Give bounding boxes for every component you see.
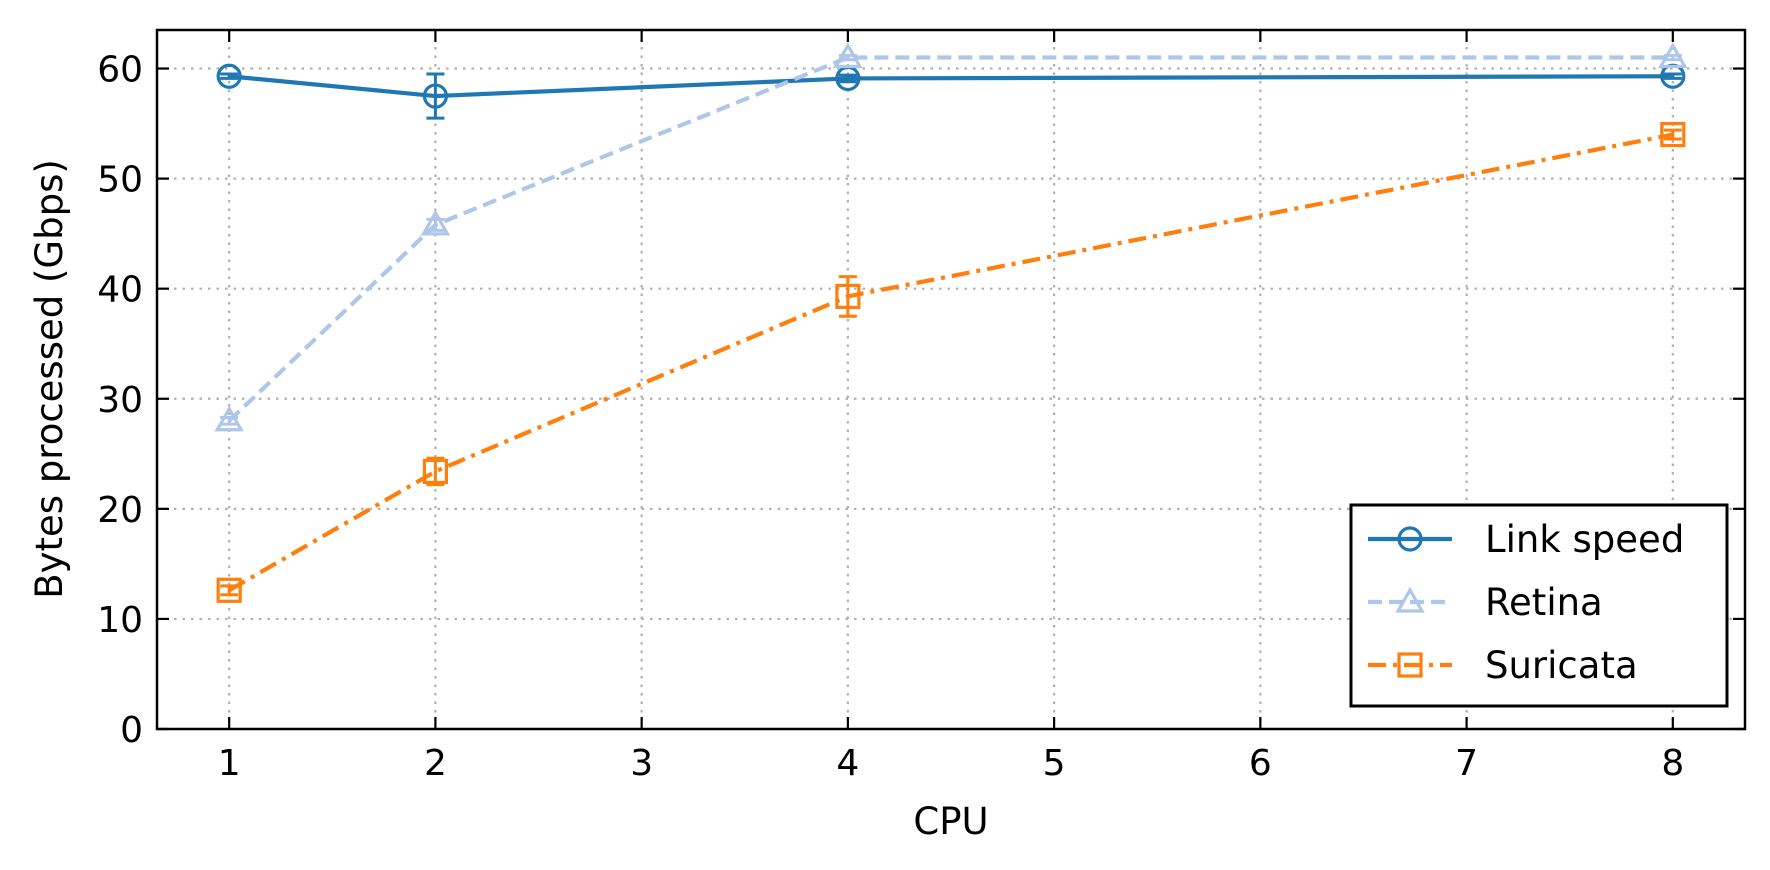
data-point [422,83,449,109]
series-line [227,55,1673,423]
data-point [1660,121,1686,148]
x-tick-label: 7 [1455,743,1478,784]
series-suricata [216,121,1686,603]
y-tick-label: 30 [97,380,143,421]
legend-marker [1397,652,1423,678]
y-tick-label: 50 [97,160,143,201]
legend-marker [1397,526,1423,552]
data-point [420,209,451,236]
data-point [835,283,861,309]
legend-label: Retina [1485,581,1603,624]
x-tick-label: 8 [1661,743,1684,784]
data-point [1658,42,1688,69]
x-tick-label: 6 [1249,743,1272,784]
data-point [833,42,863,69]
series-line [228,74,1673,99]
series-retina [214,42,1688,432]
x-tick-label: 4 [836,743,859,784]
series-link-speed [216,63,1686,120]
y-tick-label: 40 [97,270,143,311]
data-point [216,577,242,603]
legend-label: Suricata [1485,644,1638,687]
axis-ticks: 1 2 3 4 5 6 7 8 0 10 20 30 40 50 60 [97,30,1745,784]
y-axis-label: Bytes processed (Gbps) [28,159,71,599]
x-tick-label: 5 [1043,743,1066,784]
series-layer [214,42,1688,603]
x-axis-label: CPU [913,800,988,843]
x-tick-label: 1 [218,743,241,784]
grid [157,30,1745,731]
legend-item: Suricata [1368,644,1638,687]
plot-frame [155,28,1747,731]
legend: Link speed Retina Suricata [1349,503,1729,708]
legend-item: Link speed [1368,518,1684,561]
series-line [228,132,1674,593]
data-point [214,405,244,432]
y-tick-label: 10 [97,600,143,641]
y-tick-label: 20 [97,490,143,531]
data-point [216,63,242,89]
y-tick-label: 0 [120,710,143,751]
data-point [422,458,449,485]
x-tick-label: 3 [630,743,653,784]
legend-item: Retina [1368,581,1603,624]
legend-label: Link speed [1485,518,1684,561]
y-tick-label: 60 [97,50,143,91]
x-tick-label: 2 [424,743,447,784]
legend-marker [1395,586,1425,613]
